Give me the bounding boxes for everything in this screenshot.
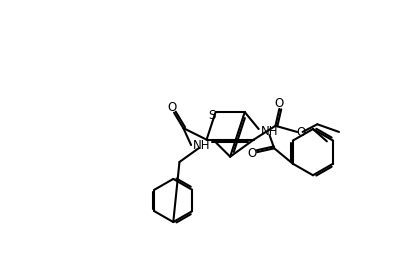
Text: NH: NH <box>193 139 210 151</box>
Text: O: O <box>247 147 256 160</box>
Text: O: O <box>168 101 177 114</box>
Text: O: O <box>296 126 305 139</box>
Text: NH: NH <box>261 125 278 138</box>
Text: O: O <box>275 97 284 110</box>
Text: S: S <box>208 109 216 122</box>
